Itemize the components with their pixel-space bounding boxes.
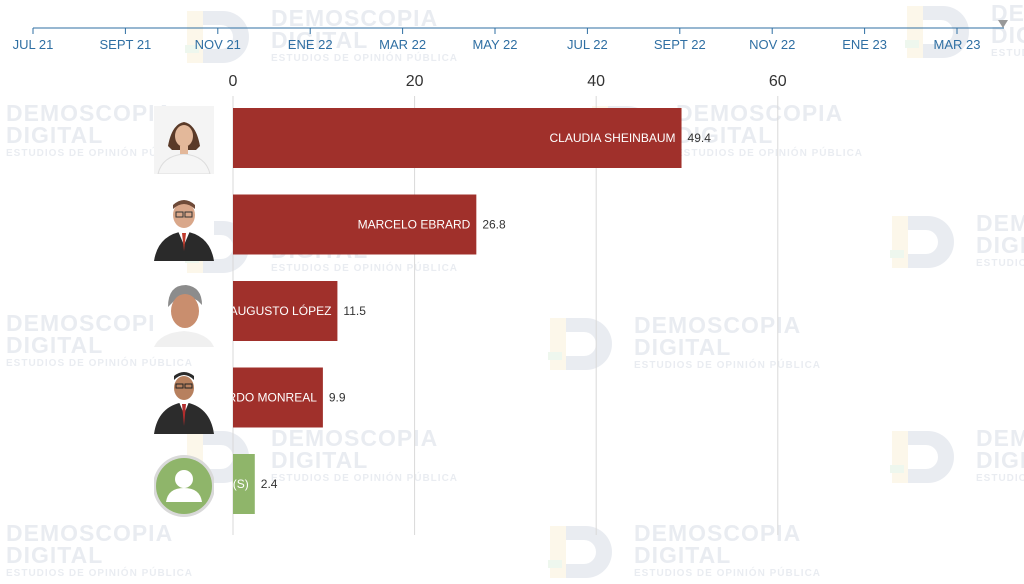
timeline-label[interactable]: MAY 22 [472, 37, 517, 52]
x-tick-label: 20 [406, 73, 424, 90]
bar-category-label: RICARDO MONREAL [199, 391, 317, 405]
bar-value-label: 26.8 [482, 218, 506, 232]
generic-user-icon [154, 452, 214, 520]
timeline-axis: JUL 21 SEPT 21 NOV 21 ENE 22 MAR 22 MAY 22 JUL… [13, 20, 1008, 52]
man-glasses-portrait-avatar [154, 192, 214, 261]
bar-category-label: ADÁN AUGUSTO LÓPEZ [194, 303, 332, 318]
timeline-label[interactable]: SEPT 21 [100, 37, 152, 52]
bar-category-label: CLAUDIA SHEINBAUM [549, 131, 675, 145]
timeline-label[interactable]: ENE 23 [842, 37, 887, 52]
timeline-label[interactable]: NOV 21 [195, 37, 241, 52]
watermark-tagline: ESTUDIOS DE OPINIÓN PÚBLICA [6, 568, 194, 579]
timeline-label[interactable]: ENE 22 [288, 37, 333, 52]
bar[interactable] [233, 194, 477, 255]
bar-value-label: 9.9 [329, 391, 346, 405]
bar-category-label: MARCELO EBRARD [358, 218, 471, 232]
bar[interactable] [233, 108, 682, 168]
woman-portrait-avatar [154, 106, 214, 174]
man-suit-portrait-avatar [154, 365, 214, 434]
x-tick-label: 40 [587, 73, 605, 90]
bar-category-label: OTRO(S) [198, 477, 249, 491]
bar[interactable] [233, 367, 323, 428]
timeline-label[interactable]: NOV 22 [749, 37, 795, 52]
bar-value-label: 11.5 [343, 304, 366, 318]
x-tick-label: 0 [229, 73, 238, 90]
timeline-label[interactable]: SEPT 22 [654, 37, 706, 52]
man-gray-hair-portrait-avatar [154, 279, 214, 347]
x-tick-label: 60 [769, 73, 787, 90]
timeline-label[interactable]: MAR 22 [379, 37, 426, 52]
watermark-tagline: ESTUDIOS DE OPINIÓN PÚBLICA [634, 568, 822, 579]
bar-value-label: 2.4 [261, 477, 278, 491]
timeline-playhead-icon[interactable] [998, 20, 1008, 28]
bar[interactable] [233, 454, 255, 514]
bar[interactable] [233, 281, 338, 341]
timeline-label[interactable]: JUL 22 [567, 37, 608, 52]
bar-value-label: 49.4 [688, 131, 712, 145]
timeline-label[interactable]: MAR 23 [934, 37, 981, 52]
bar-chart: 0 20 40 60 CLAUDIA SHEINBAUM 49.4 MARCELO EBRA… [194, 73, 787, 535]
timeline-label[interactable]: JUL 21 [13, 37, 54, 52]
